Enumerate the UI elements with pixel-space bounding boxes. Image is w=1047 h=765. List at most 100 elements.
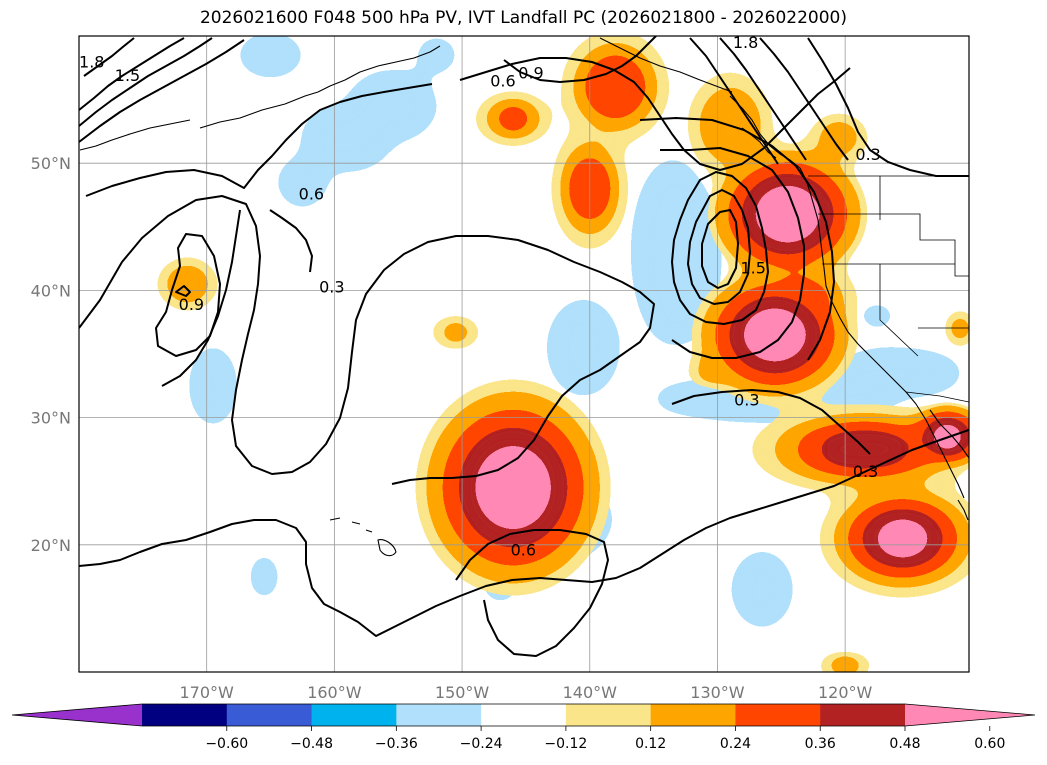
contour-trough-1: [671, 171, 769, 325]
nevada-border: [879, 264, 919, 357]
us-mexico-border: [905, 391, 969, 403]
contour-label: 0.6: [299, 185, 324, 204]
contour-trough-2: [687, 189, 751, 305]
contour-bc-2: [719, 37, 807, 161]
colorbar-tick-label: −0.24: [460, 736, 503, 752]
baja-coast: [915, 403, 965, 499]
colorbar-tick-label: 0.36: [805, 736, 836, 752]
colorbar-box: [311, 704, 397, 726]
pv-blob: [816, 119, 861, 156]
baja-peninsula-tip: [957, 499, 969, 521]
coastline: [79, 37, 969, 557]
colorbar-box: [820, 704, 906, 726]
contour-0-3-ne: [807, 37, 969, 177]
contour-label: 0.6: [511, 541, 536, 560]
alaska-peninsula-coast: [199, 91, 319, 129]
contour-label: 1.8: [733, 33, 758, 52]
idaho-border: [879, 176, 969, 277]
colorbar-extend-low: [12, 704, 142, 726]
lon-tick-label: 170°W: [180, 683, 235, 702]
pv-blob: [436, 319, 476, 345]
pv-blob: [856, 302, 898, 329]
map-panel: 1.81.5 0.6 0.91.80.30.60.30.91.50.30.30.6: [78, 33, 970, 673]
contour-0-6-west: [85, 83, 433, 197]
hawaii-islands: [329, 517, 397, 557]
contour-0-6-south: [455, 529, 609, 657]
colorbar-box: [396, 704, 482, 726]
colorbar-extend-high: [905, 704, 1035, 726]
colorbar-box: [226, 704, 313, 726]
lon-tick-label: 150°W: [435, 683, 490, 702]
pv-blob: [730, 549, 794, 629]
pv-blob: [690, 362, 732, 385]
colorbar-box: [650, 704, 736, 726]
lat-tick-label: 40°N: [31, 281, 71, 300]
gulf-of-alaska-coast: [599, 37, 733, 93]
lat-lon-grid: [79, 36, 969, 672]
contour-trough-5: [639, 117, 835, 361]
contour-0-3-west: [79, 195, 655, 485]
colorbar: −0.60 −0.48 −0.36 −0.24 −0.12 0.12 0.24 0.36 0.4…: [11, 703, 1036, 752]
contour-bc-3: [759, 37, 849, 161]
pv-blob: [236, 36, 305, 79]
contour-alaska-2: [79, 37, 213, 127]
contour-label: 1.5: [740, 258, 765, 277]
pv-blob: [188, 344, 238, 428]
contour-0-3-south: [79, 429, 969, 637]
colorbar-box: [735, 704, 821, 726]
lat-tick-label: 50°N: [31, 154, 71, 173]
colorbar-tick-label: −0.60: [205, 736, 248, 752]
pv-blob: [89, 197, 108, 219]
lat-tick-label: 30°N: [31, 409, 71, 428]
political-borders: [808, 175, 969, 403]
contour-0-3-sw: [269, 209, 313, 273]
contour-0-6-east: [459, 57, 851, 171]
pv-blob: [951, 316, 969, 341]
map-frame: [78, 35, 970, 673]
colorbar-box: [142, 704, 228, 726]
pv-level-8: [474, 184, 967, 559]
lon-tick-label: 160°W: [307, 683, 362, 702]
contour-labels: 1.81.5 0.6 0.91.80.30.60.30.91.50.30.30.6: [79, 33, 881, 560]
contour-label: 1.5: [115, 66, 140, 85]
contour-label: 1.8: [79, 52, 104, 71]
alaska-coast: [317, 45, 441, 93]
colorbar-box: [481, 704, 567, 726]
pv-blob: [249, 551, 279, 602]
lon-tick-label: 140°W: [563, 683, 618, 702]
colorbar-tick-label: 0.48: [889, 736, 920, 752]
contour-0-9-inner: [175, 285, 191, 297]
contour-0-3-east: [671, 389, 871, 455]
contour-label: 0.3: [855, 145, 880, 164]
pv-blob: [828, 347, 965, 399]
contour-0-6-wave: [161, 209, 241, 387]
pv-blob: [873, 518, 932, 559]
contour-bc-1: [689, 37, 779, 165]
contour-label: 0.3: [853, 462, 878, 481]
oregon-california-coast: [819, 235, 917, 405]
lon-tick-label: 130°W: [690, 683, 745, 702]
colorbar-tick-label: −0.36: [375, 736, 418, 752]
colorbar-tick-label: −0.12: [544, 736, 587, 752]
contour-trough-4: [660, 147, 805, 359]
pv-blob: [79, 333, 91, 362]
pv-blob: [276, 155, 329, 209]
pv-blob: [163, 263, 212, 305]
lat-tick-label: 20°N: [31, 536, 71, 555]
contour-trough-3: [701, 209, 739, 289]
colorbar-outline: [11, 703, 1036, 727]
pv-blob: [324, 314, 332, 326]
contour-alaska-3: [79, 39, 245, 143]
pv-blob: [474, 444, 553, 531]
contour-label: 0.3: [319, 277, 344, 296]
pv-blob: [259, 629, 269, 639]
contour-label: 0.9: [179, 295, 204, 314]
colorbar-tick-label: 0.12: [635, 736, 666, 752]
axis-tick-labels: 170°W 160°W 150°W 140°W 130°W 120°W 50°N 40°N 30…: [31, 154, 873, 702]
contour-alaska-4: [83, 37, 135, 77]
colorbar-box: [565, 704, 652, 726]
pv-blob: [299, 103, 395, 173]
contour-0-9-east: [503, 36, 657, 83]
colorbar-tick-label: 0.24: [720, 736, 751, 752]
